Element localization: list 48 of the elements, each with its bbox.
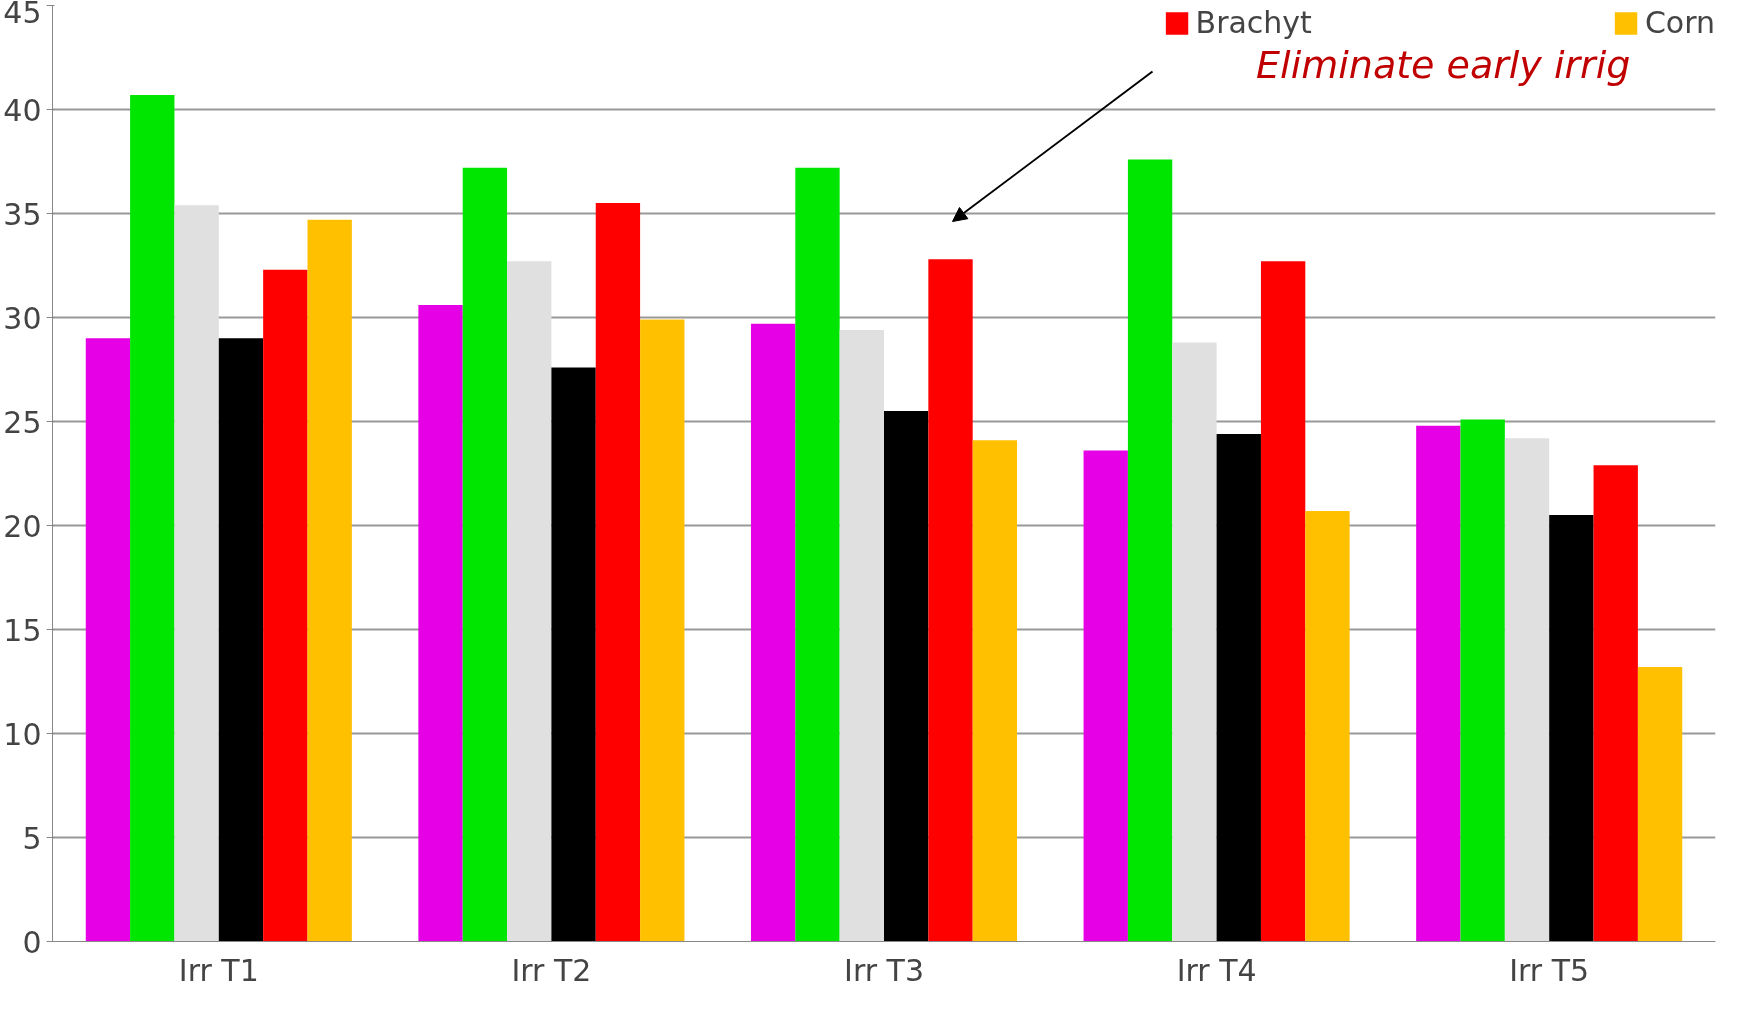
y-tick-label: 40: [3, 92, 42, 128]
bar: [263, 269, 308, 942]
bar: [1172, 342, 1217, 942]
y-tick-label: 25: [3, 404, 42, 440]
y-tick-label: 30: [3, 300, 42, 336]
legend-label: Corn: [1644, 5, 1715, 40]
x-tick-label: Irr T4: [1176, 952, 1257, 988]
y-tick-label: 45: [3, 0, 42, 30]
bar: [1637, 666, 1683, 942]
bar: [1083, 450, 1128, 942]
bar: [1416, 425, 1461, 942]
bar: [972, 440, 1018, 942]
bar: [1504, 438, 1550, 942]
bar: [1593, 465, 1638, 942]
bar: [462, 167, 508, 942]
bar: [595, 203, 641, 942]
bar: [130, 94, 175, 942]
bar: [795, 167, 840, 942]
x-tick-label: Irr T2: [511, 952, 592, 988]
x-tick-label: Irr T3: [844, 952, 924, 988]
bar: [750, 323, 796, 942]
bar: [928, 259, 973, 942]
bar: [640, 319, 685, 942]
y-tick-label: 0: [22, 924, 42, 960]
bar: [1305, 510, 1350, 942]
bar: [85, 338, 131, 942]
legend-label: Brachyt: [1195, 5, 1312, 40]
bar: [1216, 433, 1261, 942]
bar: [1460, 419, 1505, 942]
x-tick-label: Irr T5: [1509, 952, 1590, 988]
bar: [1260, 261, 1306, 942]
bar: [418, 305, 463, 942]
y-tick-label: 10: [3, 716, 42, 752]
bar: [839, 329, 884, 942]
bar: [307, 219, 352, 942]
bar: [174, 205, 219, 942]
bar: [1127, 159, 1173, 942]
bar: [884, 411, 929, 942]
y-tick-label: 35: [3, 196, 42, 232]
y-tick-label: 20: [3, 508, 42, 544]
bar: [551, 367, 596, 942]
bar: [507, 261, 552, 942]
y-tick-label: 15: [3, 612, 42, 648]
annotation: Eliminate early irrig: [1256, 42, 1631, 87]
y-tick-label: 5: [22, 820, 42, 856]
bar: [218, 338, 264, 942]
x-tick-label: Irr T1: [178, 952, 259, 988]
bar: [1549, 515, 1594, 942]
